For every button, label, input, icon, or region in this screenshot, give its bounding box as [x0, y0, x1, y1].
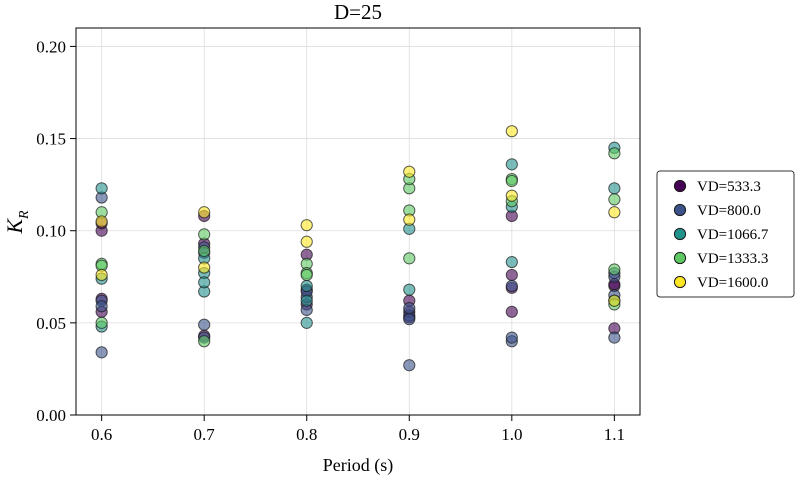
legend-label: VD=1600.0 — [697, 275, 768, 291]
legend-marker — [673, 179, 687, 193]
data-point — [198, 335, 211, 348]
y-axis-label-subscript: R — [17, 210, 32, 220]
data-point — [300, 316, 313, 329]
legend-label: VD=533.3 — [697, 179, 761, 195]
x-tick-label: 0.6 — [91, 425, 112, 444]
x-tick-label: 0.8 — [296, 425, 317, 444]
data-point — [403, 165, 416, 178]
y-tick-label: 0.15 — [36, 130, 66, 149]
data-point — [608, 294, 621, 307]
data-point — [95, 268, 108, 282]
data-point — [505, 189, 518, 202]
legend: VD=533.3 VD=800.0 VD=1066.7 VD=1333.3 VD=160… — [656, 170, 795, 298]
data-point — [505, 125, 518, 138]
legend-marker — [673, 275, 687, 289]
data-point — [403, 302, 416, 315]
data-point — [505, 279, 518, 293]
legend-label: VD=1066.7 — [697, 227, 769, 243]
x-tick-label: 0.9 — [399, 425, 420, 444]
y-tick-label: 0.10 — [36, 222, 66, 241]
data-point — [300, 279, 313, 293]
data-point — [95, 300, 108, 313]
y-tick-label: 0.20 — [36, 37, 66, 56]
x-tick-label: 0.7 — [194, 425, 216, 444]
data-point — [198, 228, 211, 241]
data-point — [300, 219, 313, 232]
legend-marker — [673, 227, 687, 241]
plot-frame — [75, 27, 641, 416]
data-point — [403, 359, 416, 372]
legend-marker — [673, 203, 687, 217]
x-tick-label: 1.0 — [501, 425, 522, 444]
data-point — [95, 182, 108, 195]
data-point — [198, 206, 211, 219]
y-tick-label: 0.05 — [36, 314, 66, 333]
data-point — [198, 244, 211, 258]
data-point — [608, 193, 621, 206]
y-axis-ticks: 0.00 0.05 0.10 0.15 0.20 — [36, 37, 76, 425]
y-axis-label: KR — [2, 210, 32, 235]
data-point — [608, 263, 621, 276]
series-5 — [95, 125, 621, 307]
data-point — [198, 261, 211, 274]
x-tick-label: 1.1 — [604, 425, 625, 444]
data-point — [95, 346, 108, 359]
y-tick-label: 0.00 — [36, 406, 66, 425]
data-point — [95, 316, 108, 329]
data-point — [198, 318, 211, 331]
data-point — [300, 294, 313, 307]
legend-box — [656, 170, 795, 298]
data-point — [300, 235, 313, 248]
data-point — [505, 158, 518, 171]
x-axis-label: Period (s) — [323, 455, 394, 476]
legend-label: VD=1333.3 — [697, 251, 768, 267]
data-point — [403, 213, 416, 226]
data-point — [300, 268, 313, 282]
data-point — [403, 283, 416, 296]
data-point — [608, 147, 621, 160]
data-point — [505, 305, 518, 318]
y-axis-label-main: K — [2, 218, 27, 235]
data-point — [505, 255, 518, 269]
x-axis-ticks: 0.6 0.7 0.8 0.9 1.0 1.1 — [91, 415, 625, 444]
data-point — [403, 252, 416, 265]
legend-marker — [673, 251, 687, 265]
data-point — [198, 276, 211, 289]
data-point — [608, 206, 621, 219]
data-point — [608, 331, 621, 344]
legend-label: VD=800.0 — [697, 203, 761, 219]
data-point — [505, 331, 518, 344]
plot-background — [76, 28, 640, 415]
data-point — [505, 268, 518, 282]
data-point — [95, 215, 108, 228]
data-points — [95, 125, 621, 372]
chart-title: D=25 — [334, 0, 382, 24]
data-point — [608, 182, 621, 195]
data-point — [505, 174, 518, 188]
data-point — [403, 313, 416, 326]
